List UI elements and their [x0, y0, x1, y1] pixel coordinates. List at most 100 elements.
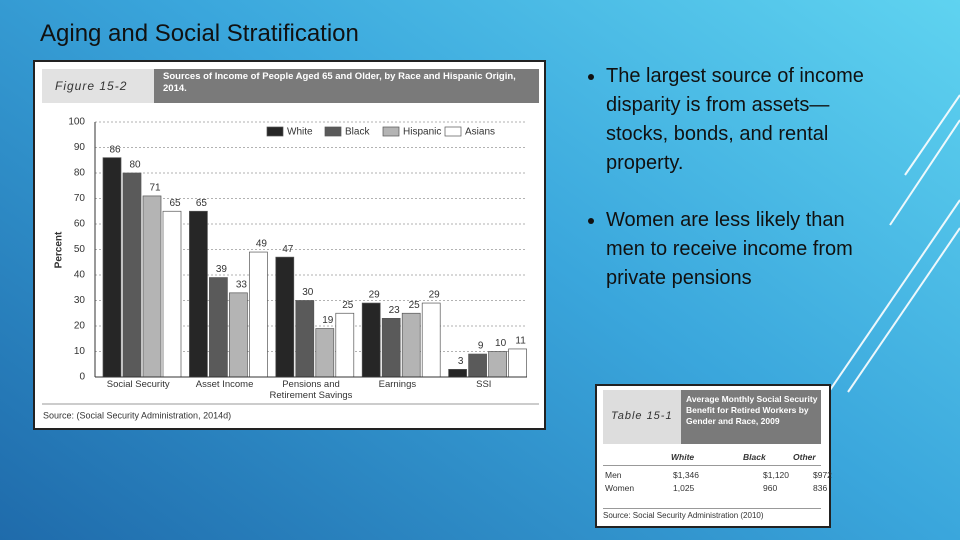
bullet-list: The largest source of income disparity i… [586, 62, 886, 321]
x-tick-label: SSI [476, 379, 492, 390]
value-label: 10 [495, 338, 507, 349]
y-tick-label: 10 [74, 346, 86, 357]
legend-label: White [287, 127, 313, 138]
y-axis-label: Percent [54, 231, 65, 268]
value-label: 25 [342, 300, 354, 311]
value-label: 29 [429, 290, 441, 301]
legend-swatch [324, 126, 342, 137]
value-label: 19 [322, 315, 334, 326]
legend-label: Black [345, 127, 370, 138]
bar [361, 302, 381, 378]
bullet: The largest source of income disparity i… [606, 62, 886, 178]
table-title: Average Monthly Social Security Benefit … [686, 394, 818, 426]
cell: 1,025 [673, 483, 695, 493]
y-tick-label: 0 [79, 372, 85, 383]
value-label: 3 [458, 356, 464, 367]
x-tick-label-box: Asset Income [195, 379, 254, 390]
bar [209, 277, 228, 378]
value-label: 23 [389, 305, 401, 316]
x-tick-label-box: Social Security [106, 379, 170, 390]
x-tick-label: Social Security [106, 379, 170, 390]
cell: $1,120 [763, 470, 789, 480]
table-label: Table 15-1 [611, 410, 673, 422]
x-tick-label-box: Pensions and Retirement Savings [269, 379, 353, 401]
header-rule [603, 465, 821, 466]
value-label: 71 [149, 183, 161, 194]
bar [142, 195, 162, 378]
row-label: Women [605, 483, 635, 493]
legend-swatch [444, 126, 462, 137]
bar [162, 210, 182, 378]
y-tick-label: 70 [74, 193, 86, 204]
bar [229, 292, 248, 378]
cell: 836 [813, 483, 828, 493]
value-label: 80 [129, 160, 141, 171]
slide-title: Aging and Social Stratification [40, 20, 359, 47]
column-header: White [671, 452, 695, 462]
bar [488, 351, 507, 378]
value-label: 11 [515, 336, 526, 347]
column-header: Black [743, 452, 766, 462]
bar [315, 328, 335, 378]
legend-swatch [266, 126, 284, 137]
value-label: 49 [256, 239, 268, 250]
bar [448, 369, 467, 378]
x-tick-label: Asset Income [195, 379, 254, 390]
value-label: 30 [302, 287, 314, 298]
x-tick-label-box: Earnings [378, 379, 417, 390]
value-label: 39 [216, 264, 228, 275]
bar [508, 348, 527, 378]
bar [189, 210, 208, 378]
bar [275, 256, 295, 378]
value-label: 65 [196, 198, 208, 209]
value-label: 29 [369, 290, 381, 301]
figure-label: Figure 15-2 [55, 79, 127, 93]
y-tick-label: 100 [68, 117, 85, 128]
bar [401, 312, 421, 378]
column-header: Other [793, 452, 816, 462]
cell: $972 [813, 470, 832, 480]
bar [249, 251, 268, 378]
y-tick-label: 90 [74, 142, 86, 153]
chart-title-box: Sources of Income of People Aged 65 and … [163, 71, 516, 94]
y-tick-label: 20 [74, 321, 86, 332]
cell: $1,346 [673, 470, 699, 480]
bar [468, 353, 487, 378]
value-label: 65 [169, 198, 181, 209]
y-tick-label: 60 [74, 219, 86, 230]
chart: Figure 15-2 Sources of Income of People A… [42, 69, 539, 420]
bar [295, 300, 315, 378]
value-label: 47 [282, 244, 294, 255]
y-tick-label: 50 [74, 244, 86, 255]
table-figure: Table 15-1 Average Monthly Social Securi… [595, 384, 832, 528]
value-label: 9 [478, 341, 484, 352]
x-tick-label-box: SSI [476, 379, 492, 390]
legend-label: Hispanic [403, 127, 441, 138]
figure-label-box [42, 69, 154, 103]
bar [381, 318, 401, 378]
value-label: 33 [236, 279, 248, 290]
bar [122, 172, 142, 378]
figure: Figure 15-2 Sources of Income of People A… [33, 60, 546, 430]
y-tick-label: 80 [74, 168, 86, 179]
x-tick-label: Pensions and Retirement Savings [269, 379, 353, 401]
x-tick-label: Earnings [378, 379, 417, 390]
y-tick-label: 30 [74, 295, 86, 306]
bar [102, 157, 122, 378]
legend-label: Asians [465, 127, 495, 138]
value-label: 25 [409, 300, 421, 311]
value-label: 86 [109, 144, 121, 155]
bar [335, 312, 355, 378]
chart-title: Sources of Income of People Aged 65 and … [163, 71, 516, 94]
source: Source: (Social Security Administration,… [43, 410, 231, 420]
row-label: Men [605, 470, 622, 480]
cell: 960 [763, 483, 778, 493]
bullet: Women are less likely than men to receiv… [606, 206, 886, 293]
y-tick-label: 40 [74, 270, 86, 281]
legend-swatch [382, 126, 400, 137]
table-source: Source: Social Security Administration (… [603, 508, 821, 520]
bar [421, 302, 441, 378]
table-title-box [681, 390, 821, 444]
